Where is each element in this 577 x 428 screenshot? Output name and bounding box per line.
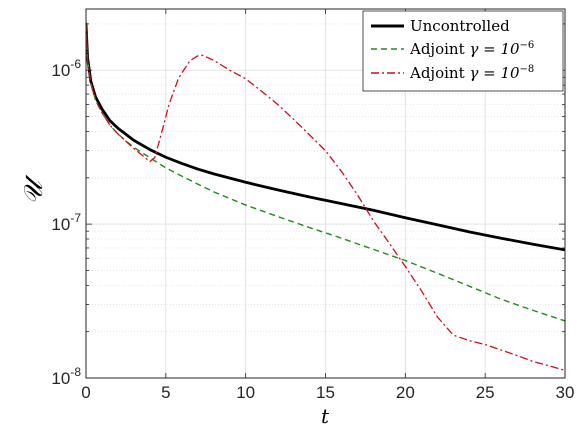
y-tick-labels: 10-810-710-6 <box>51 57 81 388</box>
legend-label-adjoint-gamma-1e-6: Adjoint γ = 10−6 <box>409 40 534 58</box>
legend-label-exponent: −8 <box>520 64 535 75</box>
legend: Uncontrolled Adjoint γ = 10−6 Adjoint γ … <box>362 10 564 92</box>
x-tick-label: 10 <box>236 383 255 402</box>
y-axis-label: 𝒰 <box>19 174 49 205</box>
x-tick-label: 0 <box>81 383 90 402</box>
x-tick-label: 20 <box>396 383 415 402</box>
y-tick-label: 10-8 <box>51 365 81 388</box>
y-tick-exponent: -6 <box>70 57 81 71</box>
legend-label-exponent: −6 <box>520 40 535 51</box>
legend-label-gamma: γ = 10 <box>469 64 520 82</box>
series-layer <box>86 22 565 372</box>
y-tick-base: 10 <box>51 61 70 80</box>
y-tick-exponent: -8 <box>70 365 81 379</box>
x-tick-label: 25 <box>476 383 495 402</box>
legend-box <box>362 10 564 92</box>
series-adjoint-gamma-1e-6 <box>86 23 565 322</box>
y-tick-label: 10-6 <box>51 57 81 80</box>
y-tick-base: 10 <box>51 215 70 234</box>
legend-label-gamma: γ = 10 <box>469 40 520 58</box>
y-tick-base: 10 <box>51 369 70 388</box>
y-tick-exponent: -7 <box>70 211 81 225</box>
x-tick-label: 30 <box>556 383 575 402</box>
legend-label-prefix: Adjoint <box>409 40 469 58</box>
x-tick-label: 15 <box>316 383 335 402</box>
series-uncontrolled <box>86 22 565 252</box>
legend-label-uncontrolled: Uncontrolled <box>410 17 510 35</box>
legend-label-prefix: Adjoint <box>409 64 469 82</box>
y-tick-label: 10-7 <box>51 211 81 234</box>
legend-label-adjoint-gamma-1e-8: Adjoint γ = 10−8 <box>409 64 534 82</box>
x-tick-labels: 0 5 10 15 20 25 30 <box>81 383 574 402</box>
series-adjoint-gamma-1e-8 <box>86 23 565 372</box>
x-axis-label: t <box>321 404 330 428</box>
tick-marks <box>85 9 566 379</box>
x-tick-label: 5 <box>161 383 170 402</box>
